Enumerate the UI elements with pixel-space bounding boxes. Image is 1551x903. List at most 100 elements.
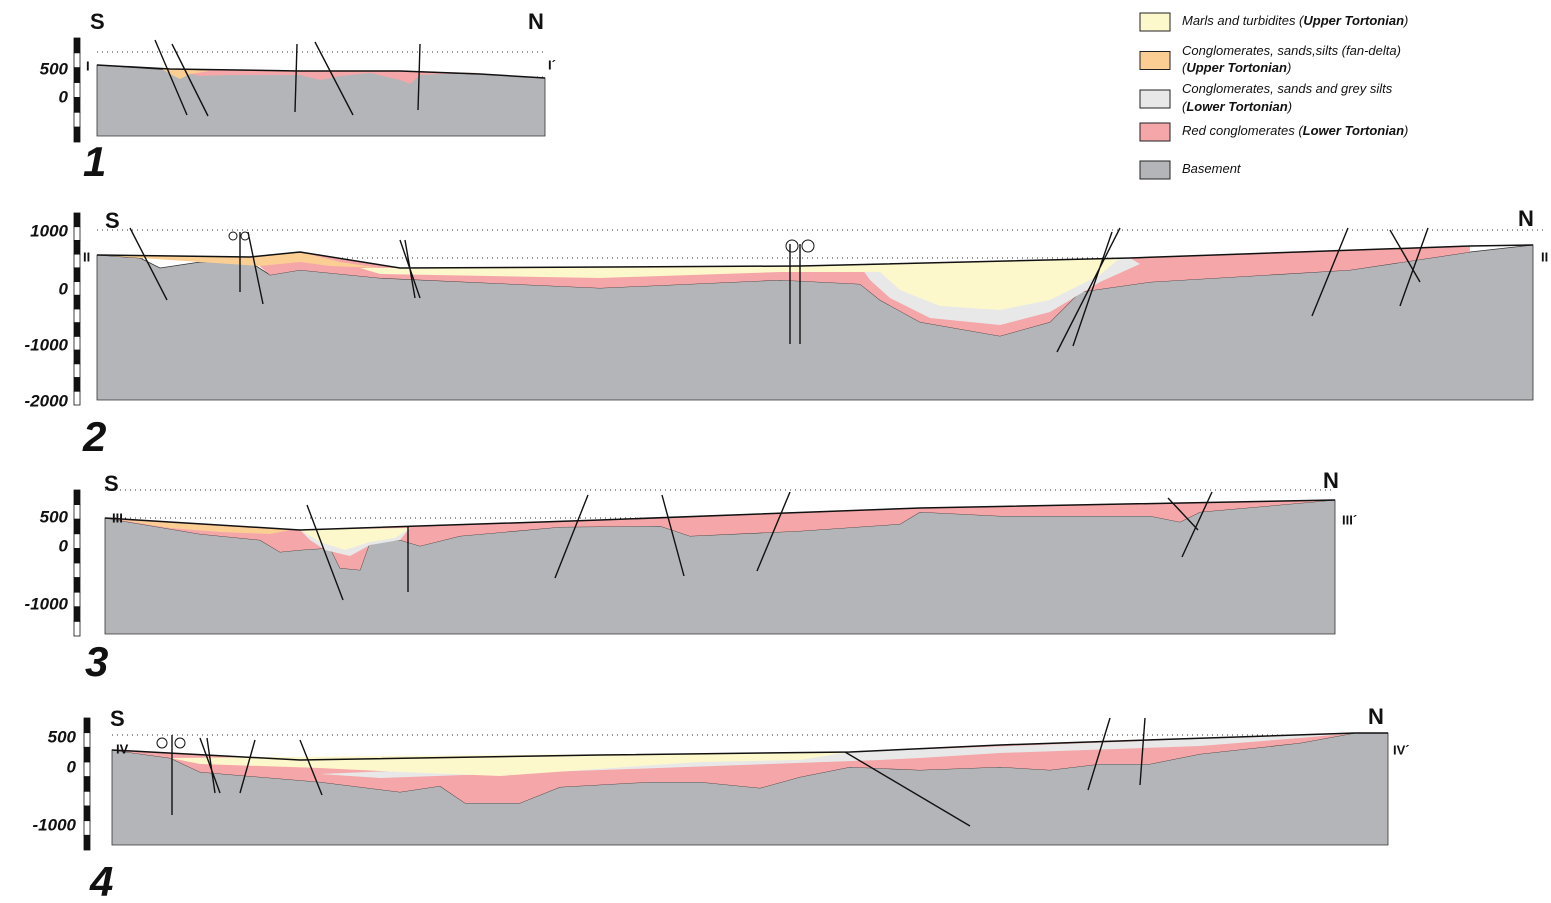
scale-segment (74, 295, 80, 309)
south-label: S (104, 471, 119, 496)
scale-segment (84, 777, 90, 792)
legend-label: (Upper Tortonian) (1182, 60, 1291, 75)
scale-segment (74, 254, 80, 268)
scale-segment (74, 282, 80, 296)
scale-segment (74, 364, 80, 378)
scale-segment (84, 733, 90, 748)
legend-label: Basement (1182, 161, 1242, 176)
scale-segment (74, 563, 80, 578)
scale-segment (74, 378, 80, 392)
section-4 (112, 718, 1388, 845)
legend-text-part: Basement (1182, 161, 1242, 176)
legend-text-part: Red conglomerates ( (1182, 123, 1304, 138)
depth-label: 0 (59, 87, 69, 106)
section-start: III (112, 510, 123, 525)
legend-label: Conglomerates, sands and grey silts (1182, 81, 1393, 96)
scale-segment (74, 607, 80, 622)
scale-segment (74, 227, 80, 241)
south-label: S (110, 706, 125, 731)
scale-segment (84, 762, 90, 777)
scale-segment (74, 548, 80, 563)
scale-segment (74, 213, 80, 227)
section-2 (97, 228, 1533, 400)
south-label: S (90, 9, 105, 34)
section-start: II (83, 249, 90, 264)
scale-segment (74, 38, 80, 53)
scale-segment (74, 350, 80, 364)
section-number: 2 (82, 413, 106, 460)
depth-label: -1000 (25, 335, 69, 354)
north-label: N (1518, 206, 1534, 231)
depth-label: 1000 (30, 221, 68, 240)
scale-segment (84, 835, 90, 850)
north-label: N (1368, 704, 1384, 729)
cross-sections: S N I I´ 500 0 1 S N II II 1000 0 -1000 … (0, 0, 1551, 903)
depth-label: 500 (40, 59, 69, 78)
scale-segment (74, 621, 80, 636)
scale-segment (74, 336, 80, 350)
legend-text-part: Lower Tortonian (1186, 99, 1287, 114)
north-label: N (528, 9, 544, 34)
scale-segment (74, 534, 80, 549)
section-start: I (86, 58, 90, 73)
legend-swatch (1140, 13, 1170, 31)
legend-text-part: Upper Tortonian (1303, 13, 1404, 28)
depth-label: -1000 (25, 594, 69, 613)
scale-segment (74, 578, 80, 593)
scale-segment (74, 240, 80, 254)
south-label: S (105, 208, 120, 233)
scale-segment (74, 53, 80, 68)
legend-label: Red conglomerates (Lower Tortonian) (1182, 123, 1408, 138)
section-start: IV (116, 741, 129, 756)
scale-segment (74, 592, 80, 607)
strike-slip-symbols (157, 738, 185, 748)
section-end: IV´ (1393, 742, 1410, 757)
legend-label: Conglomerates, sands,silts (fan-delta) (1182, 43, 1401, 58)
scale-segment (74, 97, 80, 112)
section-3 (105, 492, 1335, 634)
guides (97, 52, 1545, 820)
scale-segment (84, 718, 90, 733)
scale-segment (84, 747, 90, 762)
scale-segment (74, 323, 80, 337)
legend-swatch (1140, 90, 1170, 108)
scale-segment (74, 505, 80, 520)
legend-text-part: Lower Tortonian (1303, 123, 1404, 138)
section-1 (97, 40, 545, 136)
depth-label: -1000 (33, 815, 77, 834)
legend-label: (Lower Tortonian) (1182, 99, 1292, 114)
legend-text-part: Conglomerates, sands and grey silts (1182, 81, 1393, 96)
legend-swatch (1140, 161, 1170, 179)
scale-segment (74, 83, 80, 98)
legend-text-part: Conglomerates, sands,silts (fan-delta) (1182, 43, 1401, 58)
scale-segment (74, 112, 80, 127)
north-label: N (1323, 468, 1339, 493)
legend-label: Marls and turbidites (Upper Tortonian) (1182, 13, 1408, 28)
scale-segment (84, 791, 90, 806)
legend-swatch (1140, 123, 1170, 141)
section-number: 4 (89, 858, 113, 903)
scale-segment (74, 268, 80, 282)
legend: Marls and turbidites (Upper Tortonian) Co… (1140, 13, 1408, 179)
scale-segment (74, 490, 80, 505)
section-number: 1 (83, 138, 106, 185)
legend-text-part: Upper Tortonian (1186, 60, 1287, 75)
scale-segment (74, 68, 80, 83)
depth-label: 0 (59, 536, 69, 555)
scale-segment (84, 806, 90, 821)
scale-segment (74, 391, 80, 405)
scale-segment (74, 127, 80, 142)
section-end: I´ (548, 57, 556, 72)
scale-segment (74, 309, 80, 323)
depth-label: -2000 (25, 391, 69, 410)
depth-label: 500 (48, 727, 77, 746)
depth-label: 500 (40, 507, 69, 526)
depth-label: 0 (67, 757, 77, 776)
section-end: II (1541, 249, 1548, 264)
legend-text-part: Marls and turbidites ( (1182, 13, 1305, 28)
section-end: III´ (1342, 512, 1357, 527)
scale-segment (74, 519, 80, 534)
scale-segment (84, 821, 90, 836)
legend-swatch (1140, 52, 1170, 70)
depth-label: 0 (59, 279, 69, 298)
